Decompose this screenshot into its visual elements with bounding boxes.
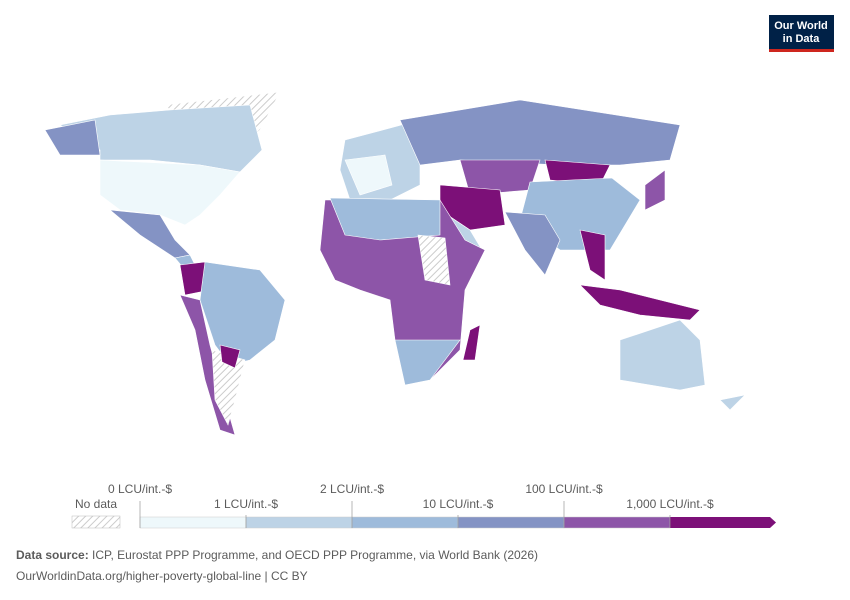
source-label: Data source: bbox=[16, 548, 89, 562]
country bbox=[344, 154, 393, 196]
logo-box bbox=[769, 15, 834, 51]
logo-text: Our World bbox=[774, 20, 828, 32]
logo[interactable]: Our World in Data bbox=[769, 15, 834, 52]
country bbox=[579, 284, 701, 321]
source-text: ICP, Eurostat PPP Programme, and OECD PP… bbox=[92, 548, 538, 562]
legend-bin bbox=[457, 516, 565, 529]
country bbox=[644, 169, 666, 211]
world-map bbox=[44, 91, 746, 436]
no-data-swatch bbox=[71, 515, 121, 529]
logo-underline bbox=[769, 49, 834, 52]
legend-bin bbox=[351, 516, 459, 529]
country bbox=[211, 349, 246, 426]
legend-tick-label: 100 LCU/int.-$ bbox=[525, 482, 603, 496]
legend-tick-label: 2 LCU/int.-$ bbox=[320, 482, 384, 496]
country bbox=[579, 229, 606, 281]
country bbox=[199, 261, 286, 366]
legend: No data 0 LCU/int.-$ 1 LCU/int.-$ 2 LCU/in… bbox=[71, 482, 776, 529]
legend-bin bbox=[563, 516, 671, 529]
country bbox=[462, 324, 481, 361]
legend-tick-label: 1,000 LCU/int.-$ bbox=[626, 497, 714, 511]
country bbox=[394, 339, 461, 386]
country bbox=[719, 394, 746, 411]
legend-tick-label: 1 LCU/int.-$ bbox=[214, 497, 278, 511]
legend-bin bbox=[245, 516, 353, 529]
country bbox=[44, 119, 101, 156]
country bbox=[619, 319, 706, 391]
footer-url[interactable]: OurWorldinData.org/higher-poverty-global… bbox=[16, 569, 308, 583]
country bbox=[399, 99, 681, 166]
legend-bin bbox=[670, 517, 776, 528]
no-data-label: No data bbox=[75, 497, 117, 511]
country bbox=[417, 234, 451, 286]
country bbox=[504, 211, 561, 276]
country bbox=[219, 344, 241, 369]
country bbox=[329, 197, 441, 241]
logo-text: in Data bbox=[783, 33, 821, 45]
legend-tick-label: 0 LCU/int.-$ bbox=[108, 482, 172, 496]
footer-source: Data source: ICP, Eurostat PPP Programme… bbox=[16, 548, 538, 562]
legend-tick-label: 10 LCU/int.-$ bbox=[423, 497, 494, 511]
legend-bin bbox=[139, 516, 247, 529]
country bbox=[99, 159, 241, 226]
